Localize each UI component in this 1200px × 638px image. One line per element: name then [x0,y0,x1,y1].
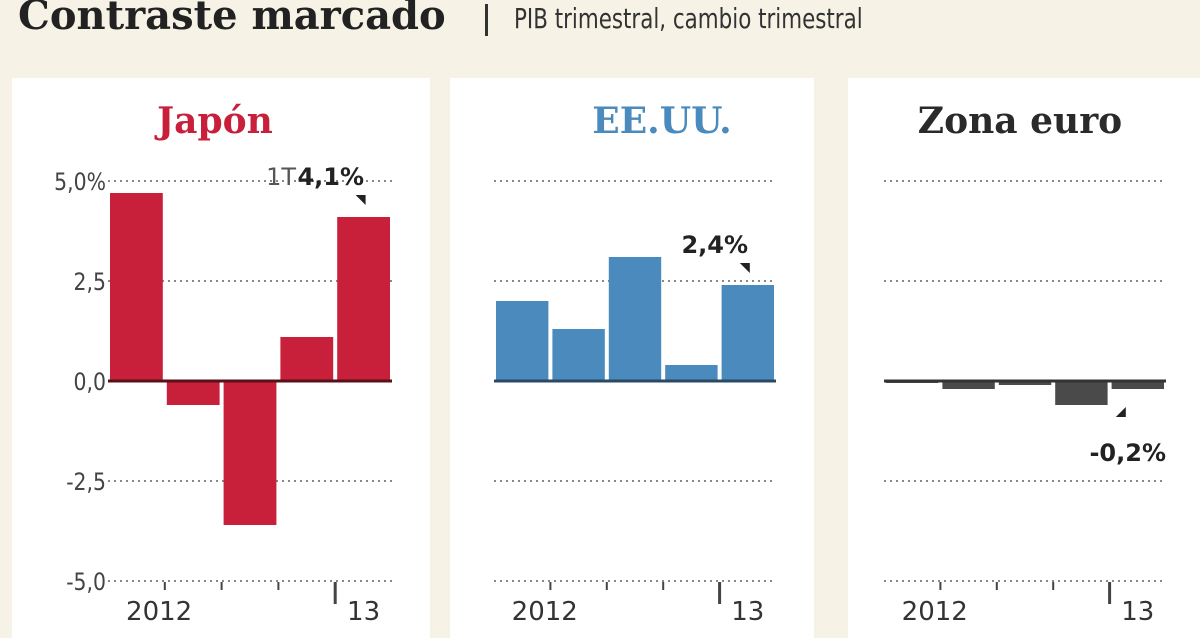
x-tick-label: 13 [347,597,380,627]
annotation-label: 2,4% [681,231,748,259]
bar-2T-2012 [552,329,605,381]
y-tick-label: 0,0 [74,368,106,396]
annotation-arrow [739,263,750,273]
panel-title: Japón [154,100,273,142]
bar-4T-2012 [280,337,334,381]
chart-title: Contraste marcado [18,0,446,39]
chart-subtitle: PIB trimestral, cambio trimestral [514,2,863,35]
bar-1T-2013 [337,217,390,381]
bar-1T-2012 [110,193,163,381]
bar-1T-2012 [496,301,549,381]
bar-3T-2012 [223,381,277,525]
annotation-label: 4,1% [297,163,364,191]
y-tick-label: -2,5 [66,468,106,496]
annotation-arrow [1115,407,1126,417]
panel-title: EE.UU. [592,100,731,142]
bar-4T-2012 [1055,381,1108,405]
bar-2T-2012 [942,381,995,389]
bar-3T-2012 [998,381,1052,385]
annotation-label: -0,2% [1089,439,1166,467]
x-tick-label: 2012 [512,597,578,627]
panel-title: Zona euro [918,100,1122,142]
x-tick-label: 13 [731,597,764,627]
x-tick-label: 13 [1121,597,1154,627]
annotation-arrow [355,195,366,205]
bar-1T-2013 [1111,381,1164,389]
y-tick-label: -5,0 [66,568,106,596]
bar-2T-2012 [166,381,220,405]
annotation-prefix: 1T [266,163,296,191]
bar-1T-2013 [721,285,774,381]
bar-4T-2012 [665,365,718,381]
bar-3T-2012 [608,257,662,381]
x-tick-label: 2012 [902,597,968,627]
y-tick-label: 2,5 [74,268,106,296]
x-tick-label: 2012 [126,597,192,627]
title-separator [485,4,488,36]
panel-eurozone [848,78,1200,638]
y-tick-label: 5,0% [54,168,106,196]
